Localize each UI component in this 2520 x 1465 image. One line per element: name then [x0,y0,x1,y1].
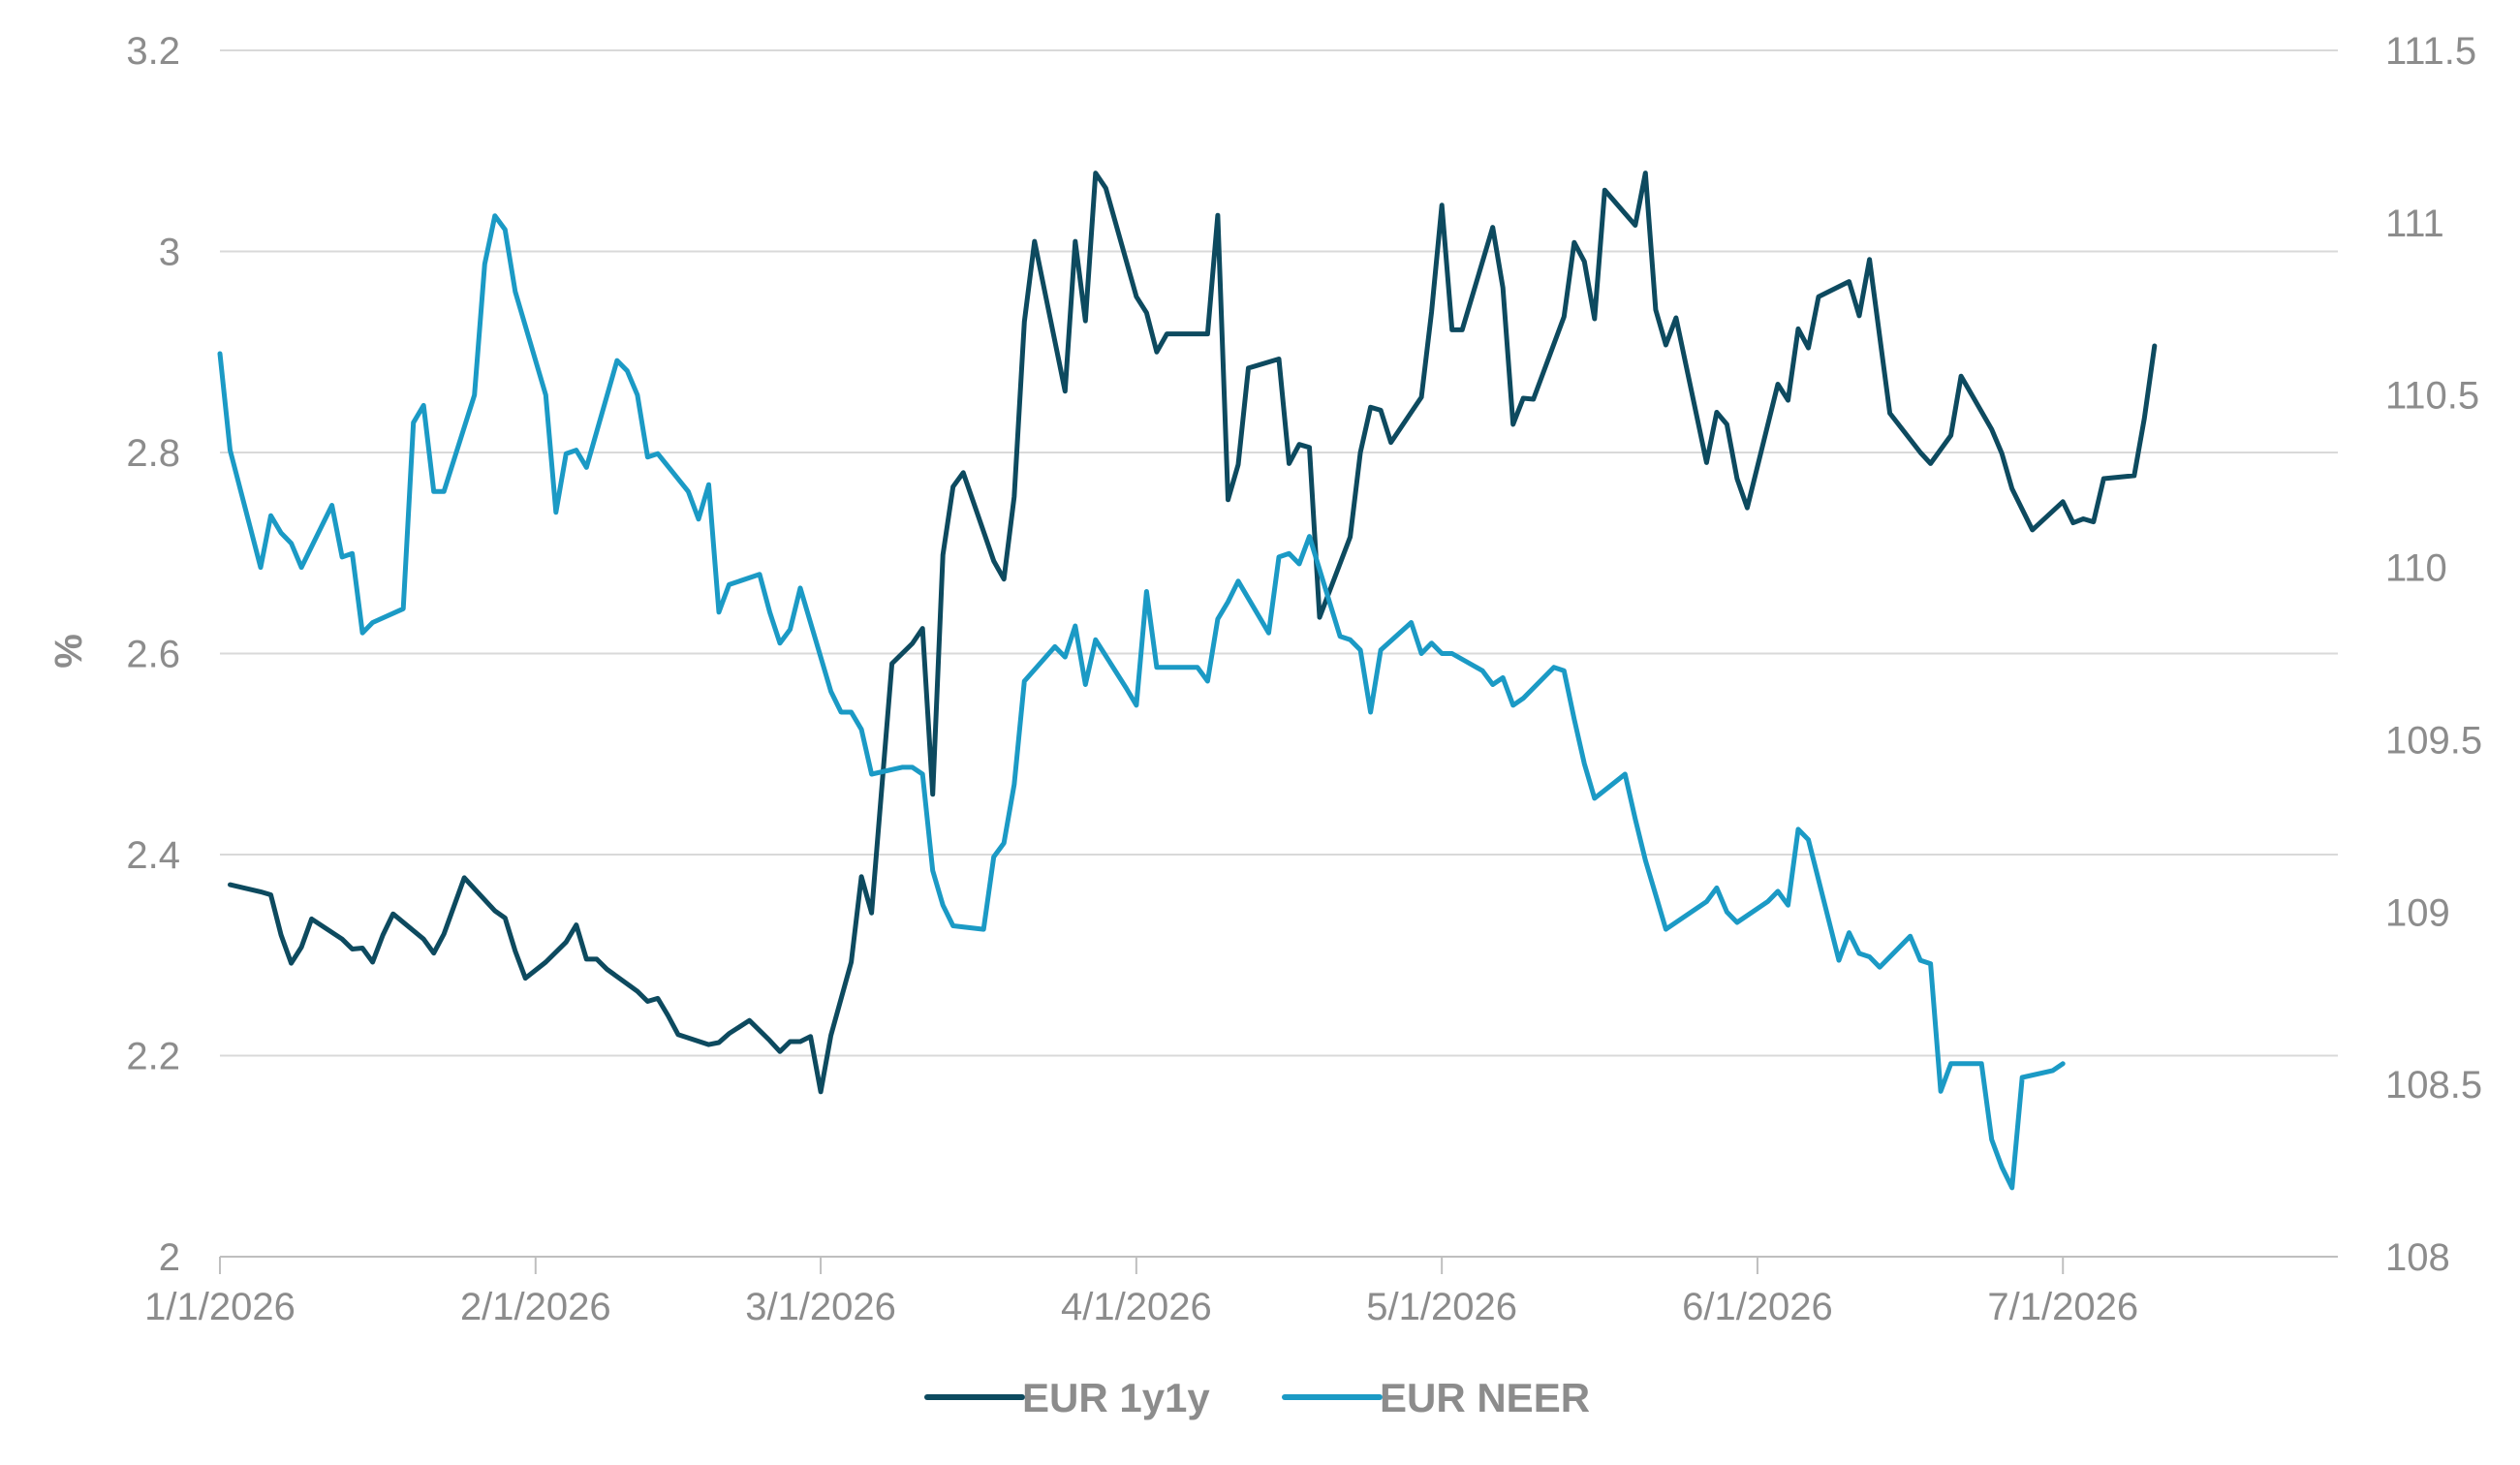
y-tick-label: 3.2 [126,30,180,73]
y2-tick-label: 110.5 [2385,375,2479,418]
legend-label-eur-1y1y: EUR 1y1y [1022,1375,1210,1420]
y-tick-label: 2 [159,1236,180,1279]
y2-tick-label: 110 [2385,547,2447,590]
y2-tick-label: 111 [2385,203,2444,245]
axes: 2 2.2 2.4 2.6 2.8 3 3.2 108 108.5 109 109.5 110 110.… [126,30,2482,1328]
y2-tick-label: 108.5 [2385,1064,2482,1107]
series-line-eur-1y1y [228,171,2158,1095]
x-tick-label: 4/1/2026 [1061,1286,1212,1328]
x-tick-label: 5/1/2026 [1366,1286,1517,1328]
legend-label-eur-neer: EUR NEER [1380,1375,1590,1420]
y2-tick-label: 109 [2385,891,2450,934]
y-tick-label: 2.4 [126,834,180,877]
y2-tick-label: 111.5 [2385,30,2476,73]
x-tick-label: 1/1/2026 [144,1286,296,1328]
y-axis-title: % [47,634,90,669]
x-tick-label: 2/1/2026 [460,1286,611,1328]
x-tick-label: 3/1/2026 [745,1286,896,1328]
x-tick-label: 6/1/2026 [1682,1286,1833,1328]
y-tick-label: 2.6 [126,634,180,676]
y-tick-label: 2.2 [126,1036,180,1078]
y-tick-label: 3 [159,232,180,274]
series-line-eur-neer [217,213,2066,1191]
y2-tick-label: 108 [2385,1236,2450,1279]
legend: EUR 1y1y EUR NEER [924,1375,1590,1420]
y2-tick-label: 109.5 [2385,719,2482,762]
series-lines [217,171,2158,1191]
x-tick-label: 7/1/2026 [1987,1286,2138,1328]
y-tick-label: 2.8 [126,432,180,475]
